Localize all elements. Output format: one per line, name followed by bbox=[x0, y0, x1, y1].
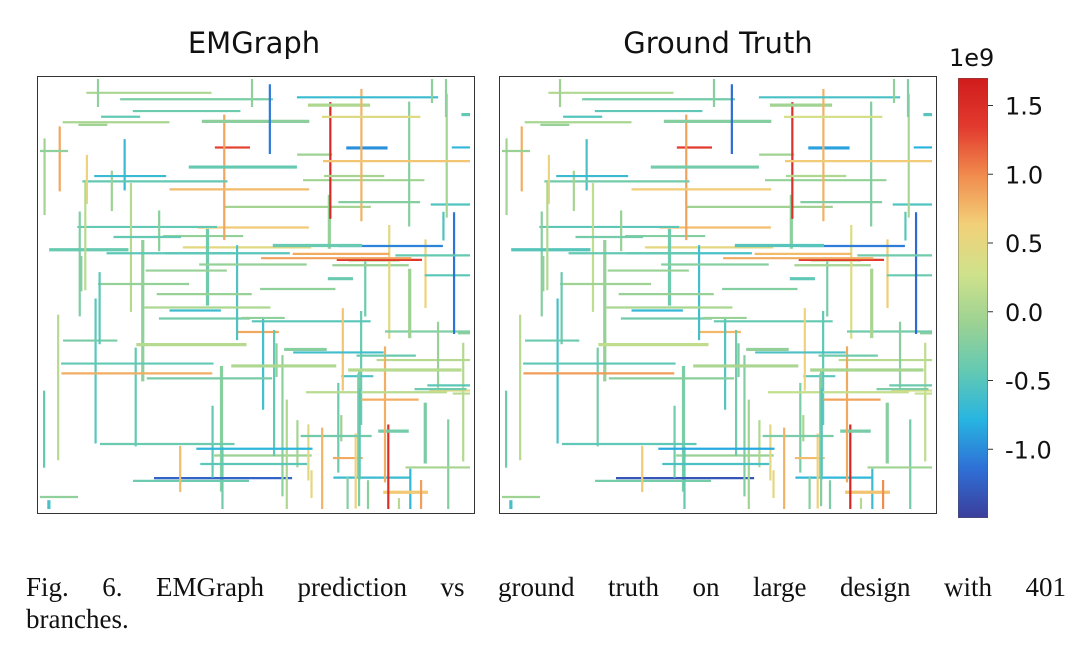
ground-truth-panel-title: Ground Truth bbox=[623, 26, 813, 60]
colorbar bbox=[957, 77, 989, 519]
figure-caption-line1: Fig. 6. EMGraph prediction vs ground tru… bbox=[26, 572, 1066, 602]
emgraph-panel bbox=[37, 76, 475, 514]
colorbar-tick-label: 1.5 bbox=[1005, 93, 1043, 121]
ground-truth-panel bbox=[499, 76, 937, 514]
colorbar-gradient-rect bbox=[957, 77, 989, 519]
colorbar-tick-label: -0.5 bbox=[1005, 368, 1052, 396]
emgraph-panel-title: EMGraph bbox=[187, 26, 321, 60]
ground-truth-heatmap bbox=[502, 79, 932, 509]
colorbar-tick-label: -1.0 bbox=[1005, 436, 1052, 464]
figure-caption-line2: branches. bbox=[26, 604, 129, 634]
emgraph-heatmap bbox=[40, 79, 470, 509]
colorbar-gradient bbox=[957, 77, 989, 519]
colorbar-tick-label: 1.0 bbox=[1005, 161, 1043, 189]
colorbar-tick-label: 0.0 bbox=[1005, 299, 1043, 327]
colorbar-exponent: 1e9 bbox=[949, 44, 995, 72]
colorbar-tick-label: 0.5 bbox=[1005, 230, 1043, 258]
